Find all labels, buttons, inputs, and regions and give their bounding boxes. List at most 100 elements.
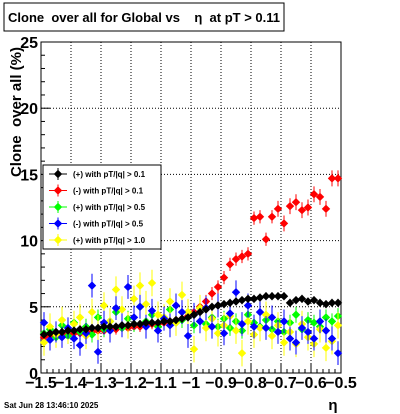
y-axis-label: Clone over all (%) [8,47,25,177]
data-point [45,335,55,345]
data-point [249,322,259,331]
data-point [231,297,241,306]
data-point [315,298,325,308]
legend-label: (+) with pT/|q| > 0.5 [73,203,146,212]
data-point [213,282,223,292]
data-point [291,198,301,207]
data-point [225,298,235,308]
data-point [279,338,289,347]
data-point [261,292,271,301]
data-point [309,295,319,305]
chart-title: Clone over all for Global vs η at pT > 0… [8,10,280,25]
data-point [261,235,271,244]
data-point [135,302,145,311]
data-point [123,321,133,330]
data-point [225,260,235,269]
data-point [63,326,73,335]
data-point [87,307,97,317]
x-tick-label: −0.6 [295,375,327,392]
data-point [183,331,193,341]
legend-marker [53,235,63,245]
data-point [243,317,253,326]
x-tick-label: −0.9 [205,375,237,392]
data-point [255,323,265,333]
data-point [153,326,163,335]
data-point [255,212,265,221]
data-point [321,343,331,353]
data-point [315,317,325,326]
data-point [87,323,97,333]
data-point [255,293,265,302]
data-point [93,347,103,357]
data-point [171,315,181,325]
data-point [117,305,127,314]
data-point [141,299,151,309]
data-point [75,313,85,322]
data-point [93,323,103,333]
data-point [135,319,145,329]
x-tick-label: −1.2 [115,375,147,392]
data-point [303,203,313,212]
data-point [81,325,91,334]
data-point [153,318,163,327]
title-box [3,2,285,32]
data-point [303,315,313,325]
data-point [57,327,67,337]
data-point [87,330,97,339]
data-point [75,325,85,334]
data-point [57,315,67,325]
data-point [321,299,331,309]
data-point [213,301,223,310]
data-point [39,318,49,327]
data-point [243,249,253,259]
data-point [273,204,283,214]
data-point [237,319,247,329]
data-point [309,318,319,327]
data-point [69,334,79,343]
y-tick-label: 5 [29,300,38,317]
data-point [219,299,229,309]
data-point [141,318,151,327]
data-point [51,327,61,337]
timestamp: Sat Jun 28 13:46:10 2025 [4,401,99,410]
data-point [297,294,307,304]
x-tick-label: −0.7 [265,375,297,392]
data-point [105,322,115,331]
data-point [291,295,301,305]
data-point [39,338,49,347]
data-point [195,317,205,326]
legend-label: (+) with pT/|q| > 1.0 [73,236,146,245]
data-point [285,201,295,211]
data-point [267,331,277,341]
y-tick-label: 15 [20,167,38,184]
axis-ticks [40,41,342,374]
data-point [327,317,337,326]
data-point [99,322,109,331]
data-point [123,282,133,292]
data-point [315,192,325,202]
data-point [285,334,295,343]
data-point [333,321,343,330]
data-point [177,314,187,323]
data-point [285,298,295,308]
data-point [273,292,283,301]
data-point [171,301,181,310]
y-tick-label: 20 [20,101,38,118]
data-point [249,213,259,223]
data-point [147,306,157,315]
data-point [177,290,187,300]
data-point [129,313,139,322]
data-point [201,305,211,314]
data-point [279,219,289,228]
data-point [279,317,289,326]
data-point [333,348,343,358]
data-point [303,297,313,306]
data-point [273,327,283,337]
data-point [297,323,307,333]
data-point [261,310,271,319]
data-point [159,317,169,326]
data-point [87,281,97,290]
data-point [183,307,193,317]
data-point [291,310,301,319]
data-point [333,174,343,183]
